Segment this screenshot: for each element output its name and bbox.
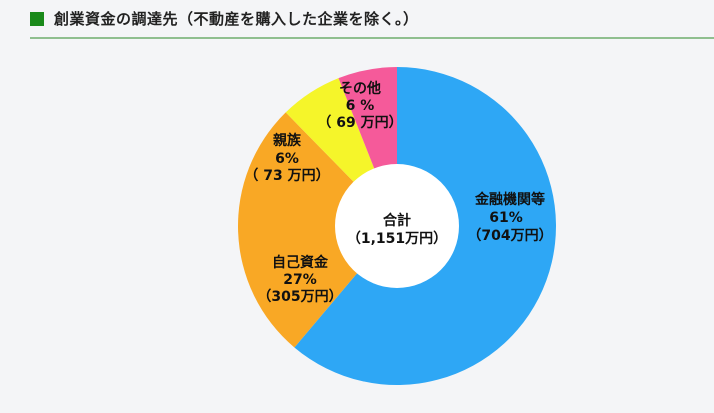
chart-title: 創業資金の調達先（不動産を購入した企業を除く。） xyxy=(54,10,419,28)
center-label-total: （1,151万円） xyxy=(347,231,447,247)
donut-hole xyxy=(335,164,459,288)
slice-label-name-3: その他 xyxy=(339,80,381,97)
slice-label-pct-1: 27% xyxy=(283,272,317,288)
header-divider xyxy=(30,37,714,39)
slice-label-name-2: 親族 xyxy=(273,132,302,149)
title-square-icon xyxy=(30,11,44,26)
slice-label-pct-0: 61% xyxy=(489,210,523,226)
slice-label-value-3: （ 69 万円） xyxy=(317,115,402,131)
slice-label-value-0: （704万円） xyxy=(467,228,552,244)
donut-slice-1 xyxy=(238,112,397,348)
chart-header: 創業資金の調達先（不動産を購入した企業を除く。） xyxy=(30,8,419,29)
slice-label-value-2: （ 73 万円） xyxy=(244,168,329,184)
slice-label-name-1: 自己資金 xyxy=(272,254,329,271)
slice-label-pct-3: 6 % xyxy=(346,98,375,114)
slice-label-name-0: 金融機関等 xyxy=(474,191,545,208)
center-label-title: 合計 xyxy=(383,212,411,229)
slice-label-value-1: （305万円） xyxy=(257,289,342,305)
slice-label-pct-2: 6% xyxy=(275,151,299,167)
